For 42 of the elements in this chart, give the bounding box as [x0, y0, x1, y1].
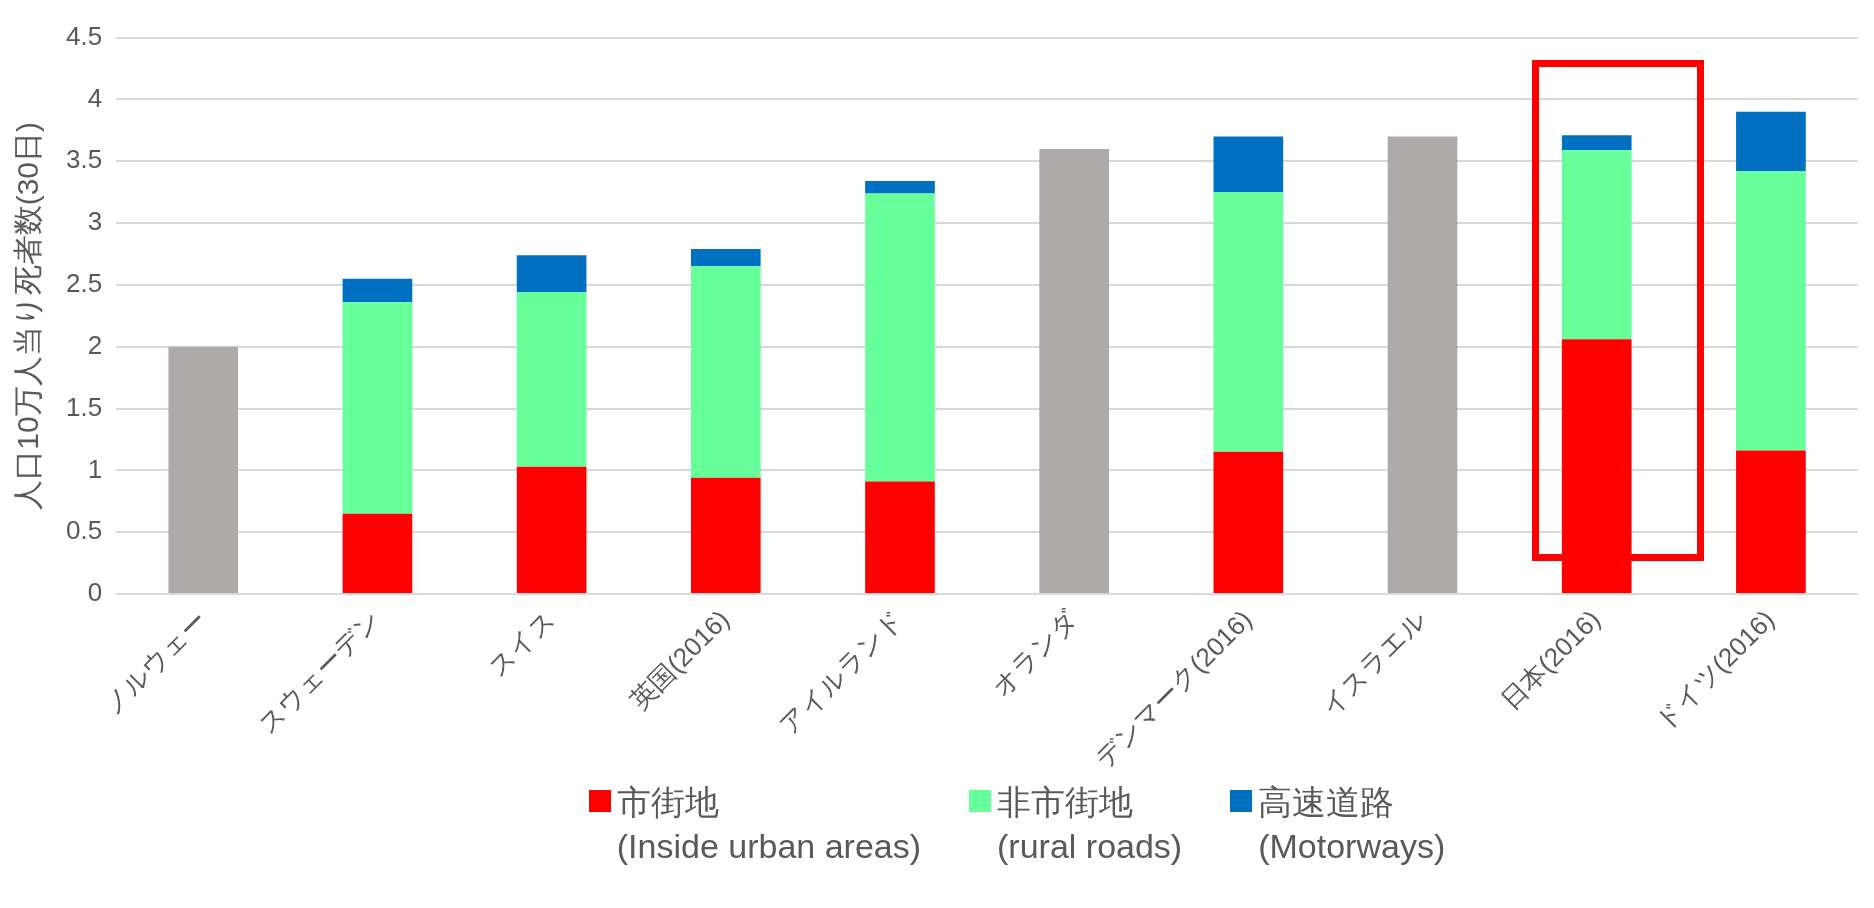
y-tick-label: 0.5: [65, 515, 103, 546]
y-tick-label: 3: [87, 206, 103, 237]
bar: [865, 181, 935, 194]
y-tick-label: 4.5: [65, 20, 103, 51]
bar: [1213, 451, 1284, 594]
bar: [1736, 450, 1806, 594]
bar: [342, 302, 413, 514]
legend-label: 高速道路 (Motorways): [1258, 782, 1446, 868]
bar: [1736, 171, 1806, 451]
y-tick-label: 4: [87, 82, 103, 113]
bar: [865, 481, 935, 594]
bar: [1561, 135, 1632, 151]
bar: [516, 255, 587, 293]
y-tick-label: 3.5: [65, 144, 103, 175]
bar: [342, 278, 413, 303]
x-tick-label: スイス: [482, 604, 561, 683]
y-tick-label: 2.5: [65, 268, 103, 299]
bar: [1213, 136, 1284, 193]
y-axis-title: 人口10万人当り死者数(30日): [11, 121, 45, 510]
y-tick-label: 2: [87, 329, 103, 360]
bar: [690, 249, 761, 267]
legend-label: 非市街地 (rural roads): [997, 782, 1183, 868]
bar: [1039, 148, 1109, 594]
legend-label: 市街地 (Inside urban areas): [616, 782, 922, 868]
bar: [690, 477, 761, 594]
bar: [1387, 136, 1458, 594]
y-tick-label: 1.5: [65, 391, 103, 422]
bar: [865, 193, 935, 482]
bar: [1213, 192, 1284, 452]
x-tick-label: オランダ: [985, 604, 1084, 702]
bar: [1736, 111, 1806, 172]
x-tick-label: スウェーデン: [251, 604, 387, 740]
bar: [1561, 150, 1632, 340]
bar: [1561, 339, 1632, 594]
bar: [690, 266, 761, 478]
bar: [516, 466, 587, 594]
bar: [342, 513, 413, 594]
bar: [168, 346, 239, 594]
x-tick-label: イスラエル: [1315, 604, 1432, 721]
bar: [516, 292, 587, 467]
x-tick-label: アイルランド: [773, 604, 910, 740]
y-tick-label: 1: [87, 453, 103, 484]
